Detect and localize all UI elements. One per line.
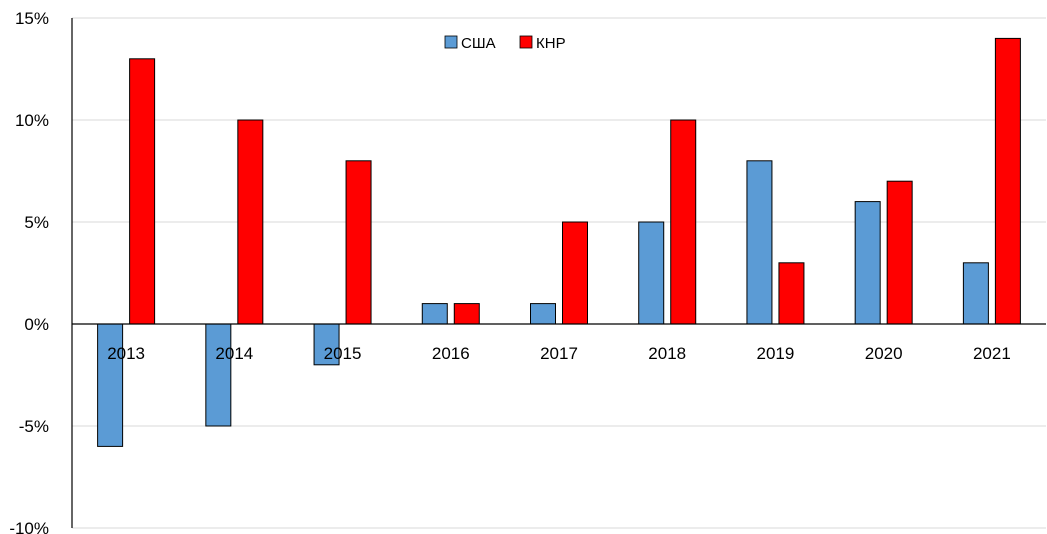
x-tick-label: 2015 [324, 344, 362, 363]
bar-usa-2019 [746, 160, 773, 325]
x-tick-label: 2017 [540, 344, 578, 363]
bar-usa-2013 [97, 323, 124, 447]
bar-china-2015 [345, 160, 372, 325]
y-tick-label: 10% [15, 111, 49, 130]
gridlines [72, 17, 1046, 529]
legend-swatch-china [519, 35, 533, 49]
bar-china-2021 [994, 37, 1021, 325]
bars [97, 37, 1021, 447]
x-tick-label: 2016 [432, 344, 470, 363]
x-tick-label: 2018 [648, 344, 686, 363]
axes [71, 18, 1046, 528]
bar-china-2020 [886, 180, 913, 325]
y-tick-label: 15% [15, 9, 49, 28]
bar-usa-2020 [854, 201, 881, 325]
bar-china-2017 [562, 221, 588, 325]
bar-china-2018 [670, 119, 697, 325]
y-tick-labels: -10% -5% 0% 5% 10% 15% [9, 9, 49, 534]
bar-china-2013 [129, 58, 156, 325]
legend: США КНР [444, 35, 566, 52]
bar-usa-2016 [421, 303, 448, 325]
legend-label-usa: США [461, 35, 496, 52]
legend-swatch-usa [444, 35, 458, 49]
bar-china-2014 [237, 119, 264, 325]
bar-usa-2021 [962, 262, 989, 325]
bar-usa-2017 [530, 303, 556, 325]
y-tick-label: -5% [19, 417, 49, 436]
x-tick-label: 2014 [215, 344, 253, 363]
x-tick-label: 2019 [757, 344, 795, 363]
bar-usa-2014 [205, 323, 232, 427]
bar-usa-2018 [638, 221, 665, 325]
y-tick-label: 0% [24, 315, 49, 334]
x-tick-label: 2020 [865, 344, 903, 363]
y-tick-label: -10% [9, 519, 49, 534]
x-tick-labels: 2013 2014 2015 2016 2017 2018 2019 2020 2021 [107, 344, 1011, 363]
legend-label-china: КНР [536, 35, 566, 52]
bar-china-2019 [778, 262, 805, 325]
x-tick-label: 2021 [973, 344, 1011, 363]
bar-usa-2015 [313, 323, 340, 366]
x-tick-label: 2013 [107, 344, 145, 363]
y-tick-label: 5% [24, 213, 49, 232]
bar-china-2016 [453, 303, 480, 325]
